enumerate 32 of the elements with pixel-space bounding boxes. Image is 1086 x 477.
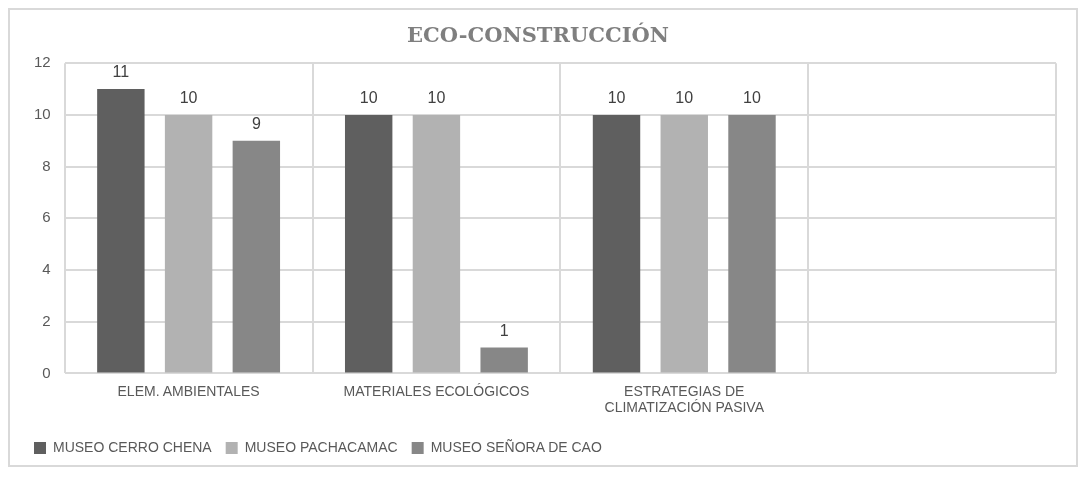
y-tick-label: 0 [42, 363, 51, 381]
legend-label: MUSEO PACHACAMAC [244, 438, 398, 455]
y-tick-label: 4 [42, 260, 51, 278]
x-tick-label: ELEM. AMBIENTALES [117, 382, 260, 399]
data-label: 10 [359, 89, 378, 107]
x-tick-label: MATERIALES ECOLÓGICOS [343, 382, 530, 399]
bar [728, 114, 776, 373]
data-label: 10 [179, 89, 198, 107]
y-tick-label: 6 [42, 208, 51, 226]
legend-label: MUSEO CERRO CHENA [53, 438, 213, 455]
y-tick-label: 10 [34, 105, 51, 123]
data-label: 9 [251, 115, 261, 133]
bar [480, 347, 528, 373]
data-label: 1 [499, 321, 509, 339]
chart-title: ECO-CONSTRUCCIÓN [407, 22, 669, 48]
bar [592, 114, 641, 373]
data-label: 10 [427, 89, 446, 107]
bar [97, 89, 145, 373]
x-tick-label: ESTRATEGIAS DE CLIMATIZACIÓN PASIVA [604, 382, 765, 416]
y-tick-label: 12 [34, 53, 51, 71]
bar [164, 114, 213, 373]
y-tick-label: 8 [42, 156, 51, 174]
bar [412, 114, 461, 373]
y-tick-label: 2 [42, 311, 51, 329]
data-label: 10 [607, 89, 626, 107]
data-label: 10 [743, 89, 761, 107]
data-label: 10 [675, 89, 694, 107]
bar [232, 140, 281, 373]
bar [344, 114, 393, 373]
data-label: 11 [112, 63, 130, 81]
legend-label: MUSEO SEÑORA DE CAO [430, 438, 602, 455]
bar [660, 114, 708, 373]
